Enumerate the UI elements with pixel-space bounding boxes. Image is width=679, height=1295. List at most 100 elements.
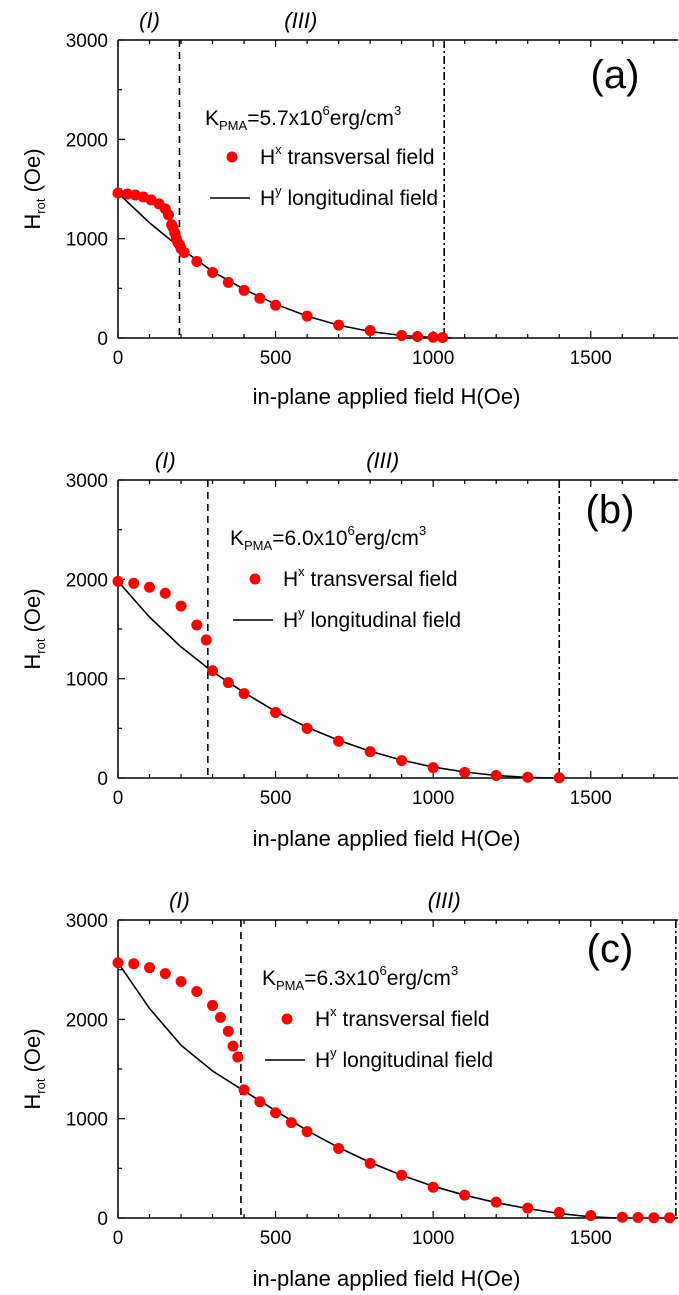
x-tick-label: 0 [113, 1228, 124, 1249]
panel-b: 0 500 1000 1500 0 1000 2000 3000 in-plane applie… [20, 448, 678, 851]
transversal-field-point [270, 1107, 282, 1119]
region-label: (III) [366, 448, 399, 473]
x-axis-title: in-plane applied field H(Oe) [253, 826, 521, 851]
x-tick-label: 0 [113, 788, 124, 809]
region-label: (I) [169, 888, 190, 913]
transversal-field-point [227, 1040, 239, 1052]
transversal-field-point [490, 770, 502, 782]
transversal-field-point [285, 1117, 297, 1129]
kpma-annotation: KPMA=6.3x106erg/cm3 [262, 963, 458, 993]
transversal-field-point [191, 256, 203, 268]
transversal-field-point [270, 299, 282, 311]
x-tick-label: 1500 [570, 788, 612, 809]
panel-a: 0 500 1000 1500 0 1000 2000 3000 in-plane applie… [20, 8, 678, 409]
legend-line-label: Hy longitudinal field [315, 1045, 493, 1072]
transversal-field-point [144, 581, 156, 593]
y-tick-label: 2000 [66, 1010, 108, 1031]
region-label: (III) [428, 888, 461, 913]
transversal-field-point [214, 1011, 226, 1023]
transversal-field-point [191, 619, 203, 631]
x-tick-label: 500 [260, 1228, 292, 1249]
transversal-field-point [333, 319, 345, 331]
transversal-field-point [191, 986, 203, 998]
panel-label: (a) [591, 53, 640, 97]
transversal-field-point [238, 688, 250, 700]
region-label: (I) [139, 8, 160, 33]
transversal-field-point [222, 276, 234, 288]
x-tick-label: 0 [113, 348, 124, 369]
transversal-field-point [333, 735, 345, 747]
transversal-field-point [364, 746, 376, 758]
x-tick-label: 1500 [570, 1228, 612, 1249]
transversal-field-point [301, 722, 313, 734]
transversal-field-point [207, 665, 219, 677]
transversal-field-point [162, 209, 174, 221]
transversal-field-point [112, 575, 124, 587]
legend-scatter-label: Hx transversal field [315, 1004, 490, 1031]
region-label: (III) [284, 8, 317, 33]
transversal-field-point [427, 331, 439, 343]
transversal-field-point [128, 577, 140, 589]
y-axis-title: Hrot (Oe) [20, 1028, 48, 1109]
transversal-field-point [459, 767, 471, 779]
transversal-field-point [238, 284, 250, 296]
transversal-field-point [200, 634, 212, 646]
panel-label: (b) [586, 488, 635, 532]
panel-c: 0 500 1000 1500 0 1000 2000 3000 in-plane applie… [20, 888, 678, 1291]
transversal-field-point [364, 1157, 376, 1169]
transversal-field-point [175, 600, 187, 612]
transversal-field-point [238, 1084, 250, 1096]
transversal-field-point [396, 1169, 408, 1181]
legend-scatter-marker [281, 1013, 293, 1025]
kpma-annotation: KPMA=6.0x106erg/cm3 [230, 523, 426, 553]
transversal-field-point [222, 677, 234, 689]
transversal-field-point [175, 976, 187, 988]
transversal-field-point [112, 957, 124, 969]
y-tick-label: 3000 [66, 911, 108, 932]
transversal-field-point [490, 1196, 502, 1208]
transversal-field-point [585, 1210, 597, 1222]
y-tick-label: 3000 [66, 31, 108, 52]
transversal-field-point [411, 331, 423, 343]
x-tick-label: 1500 [570, 348, 612, 369]
transversal-field-point [178, 247, 190, 259]
y-tick-label: 0 [97, 1209, 108, 1230]
panel-label: (c) [587, 927, 634, 971]
transversal-field-point [522, 1202, 534, 1214]
y-tick-label: 2000 [66, 570, 108, 591]
y-tick-label: 0 [97, 769, 108, 790]
transversal-field-point [270, 706, 282, 718]
y-tick-label: 1000 [66, 230, 108, 251]
transversal-field-point [333, 1142, 345, 1154]
x-tick-label: 500 [260, 348, 292, 369]
transversal-field-point [616, 1211, 628, 1223]
y-tick-label: 1000 [66, 670, 108, 691]
x-axis-title: in-plane applied field H(Oe) [253, 1266, 521, 1291]
transversal-field-point [396, 330, 408, 342]
transversal-field-point [437, 332, 449, 344]
y-tick-label: 1000 [66, 1110, 108, 1131]
transversal-field-point [112, 187, 124, 199]
transversal-field-point [553, 1207, 565, 1219]
transversal-field-point [254, 1096, 266, 1108]
y-tick-label: 0 [97, 329, 108, 350]
legend-scatter-label: Hx transversal field [283, 564, 458, 591]
transversal-field-point [522, 771, 534, 783]
transversal-field-point [144, 962, 156, 974]
transversal-field-point [301, 1126, 313, 1138]
region-label: (I) [155, 448, 176, 473]
transversal-field-point [128, 958, 140, 970]
x-axis-title: in-plane applied field H(Oe) [253, 384, 521, 409]
legend-scatter-marker [249, 573, 261, 585]
transversal-field-point [364, 325, 376, 337]
transversal-field-point [459, 1189, 471, 1201]
y-tick-label: 2000 [66, 130, 108, 151]
y-axis-title: Hrot (Oe) [20, 588, 48, 669]
x-tick-label: 1000 [412, 1228, 454, 1249]
transversal-field-point [427, 1181, 439, 1193]
transversal-field-point [222, 1025, 234, 1037]
transversal-field-point [159, 968, 171, 980]
transversal-field-point [632, 1212, 644, 1224]
legend-line-label: Hy longitudinal field [260, 183, 438, 210]
